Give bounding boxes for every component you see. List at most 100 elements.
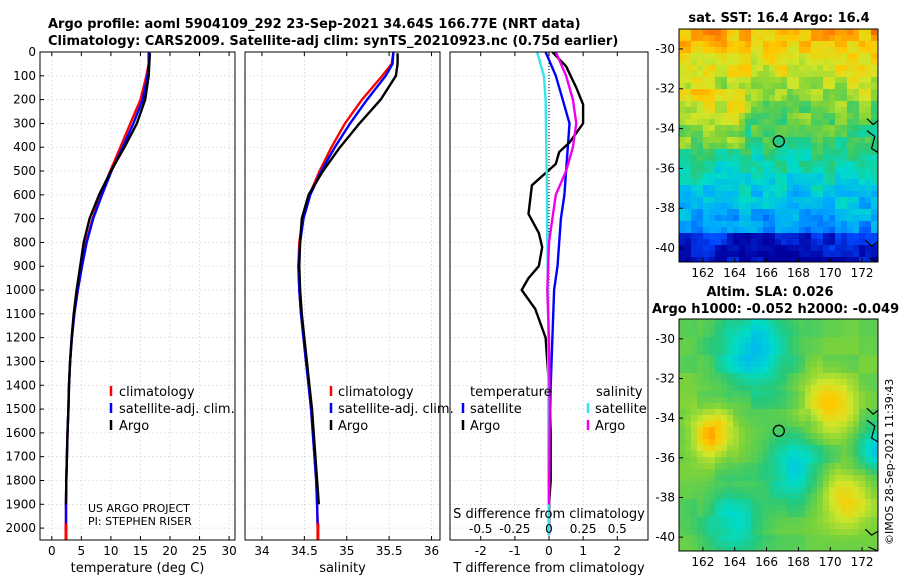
map-cell [835,451,842,458]
map-cell [691,487,698,494]
map-cell [751,391,758,398]
map-cell [859,325,866,332]
map-cell [859,349,866,356]
map-cell [763,131,770,138]
map-cell [799,53,806,60]
map-cell [697,463,704,470]
map-cell [763,541,770,548]
map-cell [871,415,878,422]
map-cell [823,29,830,36]
map-cell [727,463,734,470]
map-cell [793,221,800,228]
map-cell [679,257,686,262]
map-cell [793,71,800,78]
map-cell [739,185,746,192]
map-cell [805,331,812,338]
map-cell [769,161,776,168]
map-cell [865,541,872,548]
map-cell [739,197,746,204]
map-cell [841,113,848,120]
x-tick-label: 34 [254,544,269,558]
map-cell [853,547,860,551]
map-cell [733,463,740,470]
map-cell [781,373,788,380]
map-cell [823,209,830,216]
map-cell [685,505,692,512]
map-cell [733,409,740,416]
map-cell [787,475,794,482]
map-cell [799,439,806,446]
map-cell [715,361,722,368]
map-cell [871,511,878,518]
map-cell [817,119,824,126]
map-cell [769,499,776,506]
map-cell [847,227,854,234]
map-cell [835,415,842,422]
y-tick-label: 600 [13,188,36,202]
map-cell [787,179,794,186]
map-cell [835,221,842,228]
map-cell [685,251,692,258]
difference-legend-salinity: salinity satellite Argo [586,385,647,434]
map-cell [733,209,740,216]
map-cell [787,355,794,362]
map-cell [823,215,830,222]
map-cell [829,101,836,108]
map-cell [745,119,752,126]
map-cell [775,487,782,494]
map-cell [697,385,704,392]
map-cell [763,469,770,476]
map-cell [853,83,860,90]
map-cell [751,499,758,506]
map-cell [721,131,728,138]
map-cell [847,529,854,536]
map-cell [745,379,752,386]
map-cell [853,65,860,72]
map-cell [721,421,728,428]
map-cell [727,89,734,96]
map-cell [697,83,704,90]
map-cell [685,233,692,240]
map-cell [679,179,686,186]
map-cell [751,83,758,90]
map-cell [799,505,806,512]
map-cell [823,185,830,192]
map-cell [745,113,752,120]
map-cell [757,403,764,410]
map-cell [841,161,848,168]
map-cell [847,47,854,54]
map-cell [853,361,860,368]
map-cell [829,155,836,162]
lon-tick-label: 168 [787,555,810,569]
map-cell [745,173,752,180]
map-cell [805,251,812,258]
map-cell [721,203,728,210]
map-cell [859,433,866,440]
map-cell [709,535,716,542]
map-cell [763,65,770,72]
map-cell [751,185,758,192]
map-cell [829,343,836,350]
map-cell [781,107,788,114]
map-cell [823,487,830,494]
map-cell [859,113,866,120]
map-cell [685,71,692,78]
map-cell [721,409,728,416]
map-cell [817,245,824,252]
map-cell [709,391,716,398]
map-cell [871,379,878,386]
map-cell [715,137,722,144]
map-cell [715,373,722,380]
map-cell [691,131,698,138]
map-cell [841,325,848,332]
map-cell [751,475,758,482]
map-cell [847,451,854,458]
map-cell [691,361,698,368]
map-cell [829,77,836,84]
map-cell [721,233,728,240]
map-cell [853,41,860,48]
map-cell [757,173,764,180]
map-cell [847,469,854,476]
map-cell [769,155,776,162]
map-cell [841,101,848,108]
